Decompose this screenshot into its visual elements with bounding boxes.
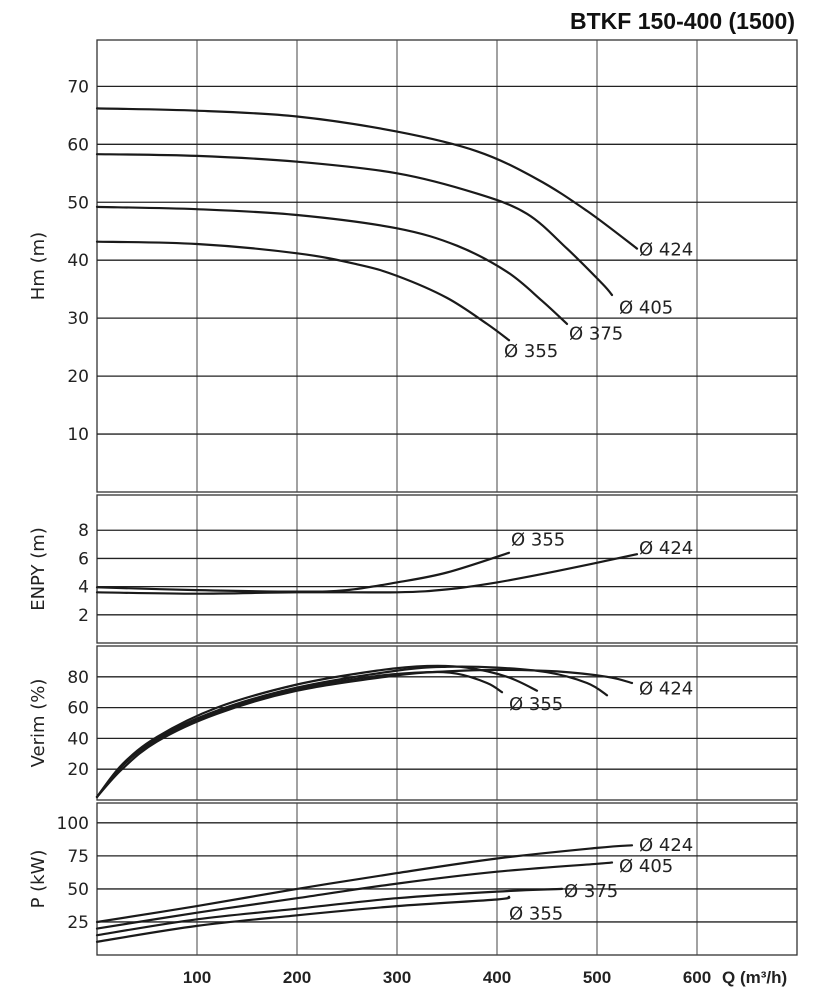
head-ytick-label: 10	[67, 425, 89, 445]
head-curve-label-375: Ø 375	[569, 324, 623, 345]
x-axis-label: Q (m³/h)	[722, 968, 787, 987]
x-tick-label: 400	[483, 968, 511, 987]
power-ytick-label: 25	[67, 913, 89, 933]
npsh-curve-label-424: Ø 424	[639, 538, 693, 559]
head-ytick-label: 20	[67, 367, 89, 387]
curves	[95, 107, 639, 943]
power-curve-label-405: Ø 405	[619, 856, 673, 877]
npsh-ytick-label: 8	[78, 521, 89, 541]
x-tick-label: 100	[183, 968, 211, 987]
x-tick-label: 200	[283, 968, 311, 987]
panel-frames	[96, 39, 798, 956]
efficiency-curve-405	[95, 665, 609, 798]
power-curve-355	[95, 895, 511, 943]
power-curve-405	[95, 861, 614, 930]
x-tick-label: 300	[383, 968, 411, 987]
x-tick-label: 500	[583, 968, 611, 987]
efficiency-curve-375	[95, 664, 539, 798]
head-curve-424	[95, 107, 639, 250]
power-curve-424	[95, 844, 634, 924]
head-curve-label-405: Ø 405	[619, 298, 673, 319]
efficiency-curve-label-355: Ø 355	[509, 694, 563, 715]
power-curve-label-424: Ø 424	[639, 835, 693, 856]
head-curve-label-355: Ø 355	[504, 341, 558, 362]
npsh-ytick-label: 4	[78, 578, 89, 598]
head-curve-label-424: Ø 424	[639, 240, 693, 261]
npsh-ytick-label: 6	[78, 549, 89, 569]
npsh-curve-label-355: Ø 355	[511, 530, 565, 551]
efficiency-panel-frame	[96, 645, 798, 801]
head-ytick-label: 60	[67, 135, 89, 155]
efficiency-curve-355	[95, 670, 504, 798]
x-tick-label: 600	[683, 968, 711, 987]
npsh-panel-frame	[96, 494, 798, 644]
efficiency-y-axis-label: Verim (%)	[28, 679, 49, 768]
efficiency-ytick-label: 20	[67, 760, 89, 780]
npsh-y-axis-label: ENPY (m)	[28, 527, 49, 611]
power-ytick-label: 100	[57, 814, 89, 834]
npsh-ytick-label: 2	[78, 606, 89, 626]
efficiency-ytick-label: 40	[67, 729, 89, 749]
efficiency-ytick-label: 80	[67, 668, 89, 688]
efficiency-ytick-label: 60	[67, 699, 89, 719]
chart-title: BTKF 150-400 (1500)	[570, 8, 795, 34]
head-curve-355	[95, 240, 511, 342]
npsh-curve-355	[95, 551, 511, 593]
head-ytick-label: 40	[67, 251, 89, 271]
power-curve-375	[95, 887, 564, 937]
head-curve-375	[95, 205, 569, 325]
power-y-axis-label: P (kW)	[28, 850, 49, 909]
head-ytick-label: 50	[67, 193, 89, 213]
power-ytick-label: 75	[67, 847, 89, 867]
head-curve-405	[95, 153, 614, 297]
power-curve-label-375: Ø 375	[564, 881, 618, 902]
head-ytick-label: 30	[67, 309, 89, 329]
grid-lines	[97, 40, 797, 955]
efficiency-curve-label-424: Ø 424	[639, 679, 693, 700]
efficiency-curve-424	[95, 668, 634, 798]
npsh-curve-424	[95, 553, 639, 595]
head-panel-frame	[96, 39, 798, 493]
power-ytick-label: 50	[67, 880, 89, 900]
head-y-axis-label: Hm (m)	[28, 232, 49, 300]
power-panel-frame	[96, 802, 798, 956]
power-curve-label-355: Ø 355	[509, 904, 563, 925]
head-ytick-label: 70	[67, 77, 89, 97]
